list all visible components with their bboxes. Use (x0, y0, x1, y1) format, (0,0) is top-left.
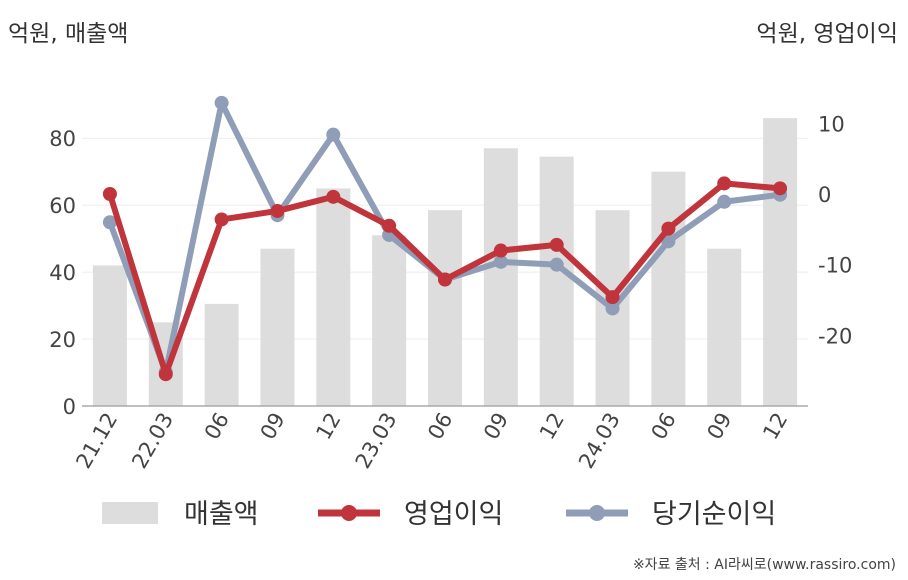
net-income-point (605, 301, 620, 316)
x-tick-label: 12 (758, 409, 792, 444)
x-tick-label: 22.03 (127, 409, 178, 473)
operating-profit-point (270, 203, 285, 218)
x-tick-label: 23.03 (351, 409, 402, 473)
bar-12 (316, 188, 351, 406)
x-tick-label: 06 (423, 409, 457, 444)
source-note: ※자료 출처 : AI라씨로(www.rassiro.com) (632, 557, 896, 573)
bar-23-03 (372, 235, 407, 406)
operating-profit-point (773, 181, 788, 196)
legend-swatch-revenue (102, 502, 158, 524)
x-tick-label: 24.03 (574, 409, 625, 473)
x-tick-label: 12 (311, 409, 345, 444)
x-tick-label: 09 (479, 409, 513, 444)
x-tick-label: 06 (647, 409, 681, 444)
net-income-point (493, 254, 508, 269)
operating-profit-point (102, 187, 117, 201)
bar-09 (707, 248, 742, 406)
net-income-point (549, 257, 564, 272)
x-tick-label: 09 (256, 409, 290, 444)
legend-label-revenue: 매출액 (184, 499, 259, 530)
x-tick-label: 06 (200, 409, 234, 444)
operating-profit-point (214, 212, 229, 227)
operating-profit-point (549, 237, 564, 252)
legend-marker-operating-profit (341, 505, 357, 521)
right-tick-label: -10 (818, 254, 852, 278)
bar-12 (763, 118, 798, 406)
left-tick-label: 80 (49, 127, 76, 151)
legend-label-operating-profit: 영업이익 (404, 499, 503, 530)
left-tick-label: 0 (63, 395, 76, 419)
bar-12 (539, 156, 574, 406)
right-tick-label: -20 (818, 324, 852, 348)
bar-06 (651, 171, 686, 406)
bar-21-12 (92, 265, 127, 406)
operating-profit-point (382, 218, 397, 233)
x-tick-label: 12 (535, 409, 569, 444)
bar-06 (428, 210, 462, 406)
net-income-point (326, 127, 341, 142)
left-tick-label: 40 (49, 261, 76, 285)
operating-profit-point (717, 176, 732, 191)
bar-09 (483, 148, 518, 406)
bar-09 (260, 248, 295, 406)
left-tick-label: 60 (49, 194, 76, 218)
operating-profit-point (493, 243, 508, 258)
operating-profit-point (605, 290, 620, 305)
operating-profit-point (438, 272, 452, 287)
legend-label-net-income: 당기순이익 (652, 499, 776, 530)
x-tick-label: 21.12 (71, 409, 122, 473)
operating-profit-point (661, 221, 676, 236)
left-tick-label: 20 (49, 328, 76, 352)
bar-06 (204, 303, 239, 406)
right-tick-label: 0 (818, 183, 831, 207)
net-income-point (102, 215, 117, 230)
right-axis-unit-label: 억원, 영업이익 (756, 21, 898, 47)
net-income-point (661, 234, 676, 249)
operating-profit-point (326, 189, 341, 204)
net-income-point (214, 95, 229, 110)
left-axis-unit-label: 억원, 매출액 (8, 21, 129, 47)
legend-marker-net-income (589, 505, 605, 521)
net-income-point (717, 194, 732, 209)
x-tick-label: 09 (702, 409, 736, 444)
operating-profit-point (158, 367, 173, 382)
right-tick-label: 10 (818, 112, 845, 136)
